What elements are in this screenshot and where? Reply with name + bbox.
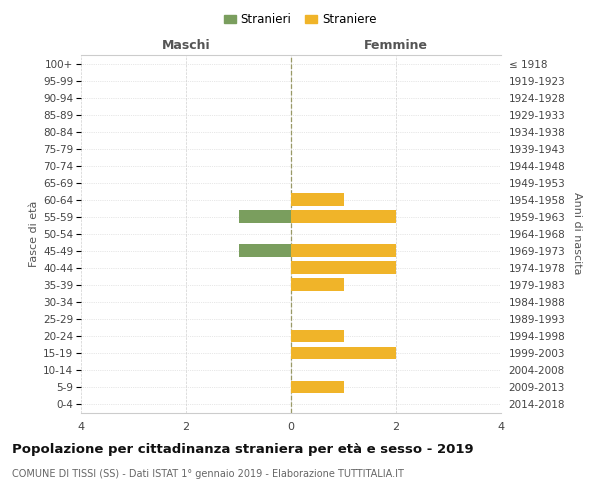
- Bar: [291, 244, 396, 257]
- Bar: [291, 330, 343, 342]
- Bar: [239, 244, 291, 257]
- Bar: [291, 346, 396, 360]
- Text: Popolazione per cittadinanza straniera per età e sesso - 2019: Popolazione per cittadinanza straniera p…: [12, 442, 473, 456]
- Text: Maschi: Maschi: [161, 40, 211, 52]
- Bar: [291, 210, 396, 223]
- Bar: [291, 194, 343, 206]
- Bar: [239, 210, 291, 223]
- Bar: [291, 278, 343, 291]
- Text: COMUNE DI TISSI (SS) - Dati ISTAT 1° gennaio 2019 - Elaborazione TUTTITALIA.IT: COMUNE DI TISSI (SS) - Dati ISTAT 1° gen…: [12, 469, 404, 479]
- Y-axis label: Fasce di età: Fasce di età: [29, 200, 39, 267]
- Legend: Stranieri, Straniere: Stranieri, Straniere: [219, 8, 381, 31]
- Y-axis label: Anni di nascita: Anni di nascita: [572, 192, 582, 275]
- Bar: [291, 380, 343, 394]
- Text: Femmine: Femmine: [364, 40, 428, 52]
- Bar: [291, 262, 396, 274]
